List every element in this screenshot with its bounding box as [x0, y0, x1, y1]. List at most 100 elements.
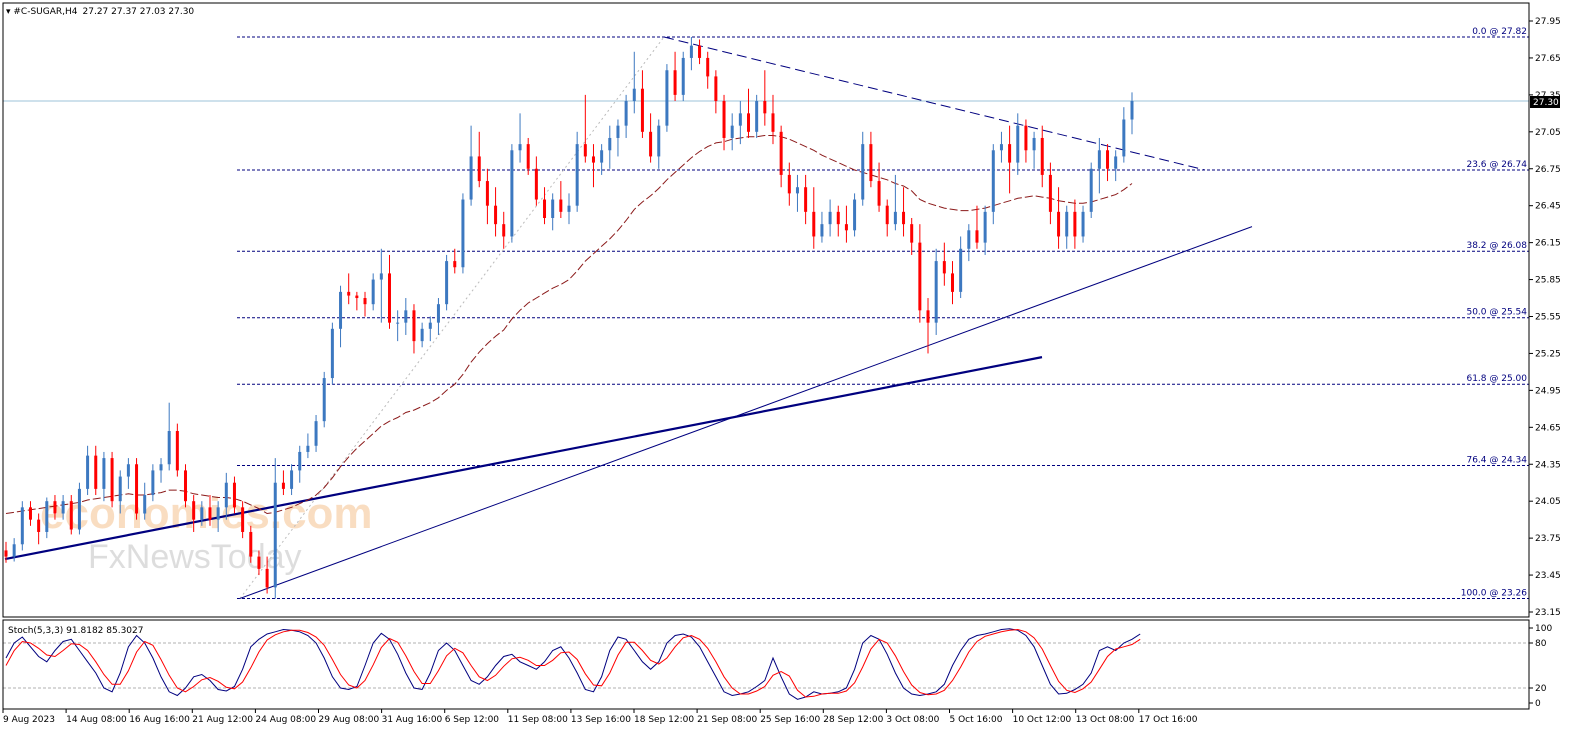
candle-body	[902, 211, 906, 225]
candle-body	[135, 464, 139, 514]
price-tick-label: 25.25	[1535, 349, 1561, 359]
time-tick-label: 9 Aug 2023	[3, 715, 55, 725]
candle-body	[1048, 174, 1052, 212]
candle-body	[795, 187, 799, 194]
candle-body	[143, 495, 147, 514]
candle-body	[893, 211, 897, 225]
candle-body	[575, 144, 579, 206]
candle-body	[241, 507, 245, 532]
candle-body	[787, 174, 791, 194]
candle-body	[844, 224, 848, 231]
time-tick-label: 6 Sep 12:00	[445, 715, 500, 725]
fibonacci-levels: 0.0 @ 27.82 23.6 @ 26.74 38.2 @ 26.08 50.0 …	[3, 27, 1529, 599]
candle-body	[967, 230, 971, 249]
candle-body	[69, 501, 73, 530]
price-tag-box	[1530, 96, 1560, 108]
candle-body	[379, 273, 383, 280]
time-tick-label: 17 Oct 16:00	[1139, 715, 1198, 725]
candle-body	[632, 88, 636, 102]
candle-body	[861, 144, 865, 200]
candle-body	[616, 125, 620, 138]
price-tick-label: 26.15	[1535, 239, 1561, 249]
candle-body	[1065, 211, 1069, 237]
time-tick-label: 5 Oct 16:00	[950, 715, 1003, 725]
candle-body	[820, 224, 824, 237]
price-tick-label: 27.05	[1535, 128, 1561, 138]
candle-body	[208, 507, 212, 520]
candle-body	[339, 291, 343, 329]
candle-body	[698, 45, 702, 58]
stoch-header: Stoch(5,3,3) 91.8182 85.3027	[8, 626, 143, 636]
time-tick-label: 28 Sep 12:00	[823, 715, 883, 725]
stoch-d-line	[5, 628, 1141, 698]
candle-body	[999, 144, 1003, 151]
price-tick-label: 27.35	[1535, 91, 1561, 101]
candle-body	[159, 464, 163, 471]
candle-body	[306, 445, 310, 452]
header-ohlc: 27.27 27.37 27.03 27.30	[83, 7, 195, 17]
candle-body	[420, 328, 424, 342]
candle-body	[836, 211, 840, 225]
stoch-tick-label: 80	[1535, 639, 1547, 649]
chart-header: ▾ #C-SUGAR,H4 27.27 27.37 27.03 27.30	[6, 7, 194, 17]
candle-body	[771, 113, 775, 132]
candle-body	[934, 261, 938, 323]
price-tick-label: 25.55	[1535, 313, 1561, 323]
candle-body	[184, 470, 188, 502]
candle-body	[257, 556, 261, 569]
candle-body	[61, 501, 65, 514]
candle-body	[126, 464, 130, 477]
stoch-tick-label: 100	[1535, 624, 1552, 634]
candle-body	[804, 187, 808, 212]
candle-body	[371, 279, 375, 305]
time-tick-label: 29 Aug 08:00	[319, 715, 380, 725]
price-tick-label: 24.95	[1535, 386, 1561, 396]
candle-body	[404, 310, 408, 323]
time-tick-label: 31 Aug 16:00	[382, 715, 443, 725]
candle-body	[86, 455, 90, 489]
candle-body	[975, 230, 979, 243]
candle-body	[640, 88, 644, 132]
descending-resistance-line	[663, 36, 1206, 171]
candle-body	[330, 328, 334, 379]
candle-body	[232, 482, 236, 508]
candle-body	[926, 310, 930, 323]
candle-body	[28, 507, 32, 520]
candle-body	[1130, 101, 1134, 120]
candle-body	[355, 295, 359, 299]
price-tick-label: 26.45	[1535, 202, 1561, 212]
candle-body	[1032, 137, 1036, 151]
candle-body	[812, 211, 816, 237]
candle-body	[412, 310, 416, 342]
time-tick-label: 25 Sep 16:00	[760, 715, 820, 725]
header-symbol: #C-SUGAR,H4	[13, 7, 77, 17]
candle-body	[363, 298, 367, 305]
price-tick-label: 27.65	[1535, 54, 1561, 64]
time-tick-label: 13 Sep 16:00	[571, 715, 631, 725]
candle-body	[624, 101, 628, 126]
candle-body	[1122, 119, 1126, 157]
candle-body	[657, 125, 661, 157]
price-tag: 27.30	[1533, 98, 1559, 108]
axes: 27.95 27.65 27.35 27.05 26.75 26.45 26.15 25.85…	[2, 17, 1561, 725]
candle-body	[200, 507, 204, 520]
candle-body	[428, 322, 432, 329]
moving-average-line	[5, 135, 1133, 515]
candle-body	[869, 144, 873, 182]
candle-body	[689, 45, 693, 58]
candle-body	[453, 261, 457, 268]
fib-level-label: 38.2 @ 26.08	[1466, 241, 1527, 251]
fib-level-label: 23.6 @ 26.74	[1466, 160, 1527, 170]
time-tick-label: 18 Sep 12:00	[634, 715, 694, 725]
fib-level-label: 76.4 @ 24.34	[1466, 455, 1527, 465]
price-tick-label: 24.05	[1535, 497, 1561, 507]
candle-body	[12, 544, 16, 557]
fib-level-label: 100.0 @ 23.26	[1461, 588, 1528, 598]
time-tick-label: 21 Sep 08:00	[697, 715, 757, 725]
stoch-pane-frame	[2, 619, 1530, 710]
candle-body	[1089, 168, 1093, 212]
candle-body	[502, 224, 506, 237]
candle-body	[918, 242, 922, 311]
candle-body	[290, 470, 294, 489]
